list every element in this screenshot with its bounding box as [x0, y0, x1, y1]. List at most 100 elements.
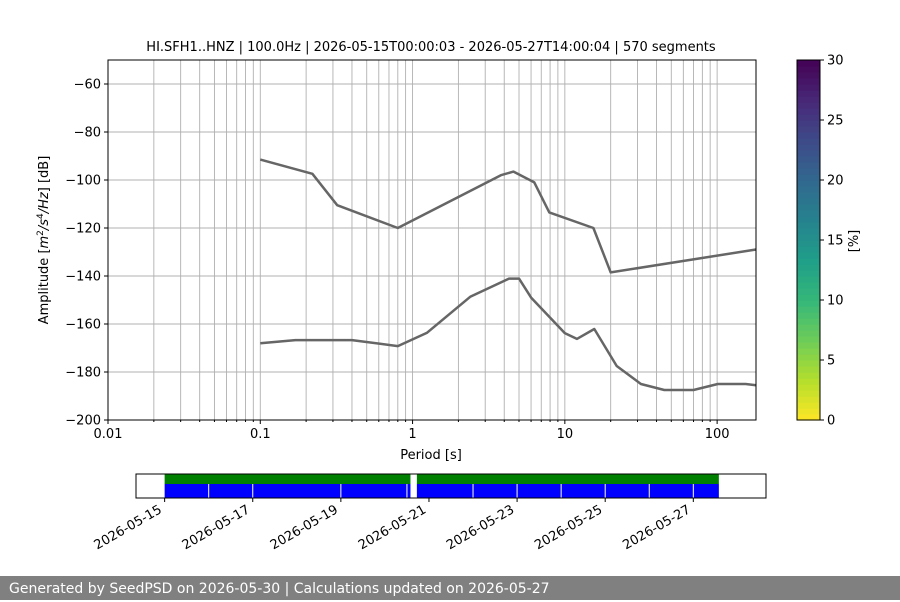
date-tick-label: 2026-05-25 [532, 502, 605, 553]
colorbar-tick-label: 10 [827, 294, 844, 309]
colorbar-step [797, 174, 820, 181]
data-gap [410, 474, 417, 498]
colorbar-tick-label: 0 [827, 414, 835, 429]
date-tick-label: 2026-05-23 [444, 502, 517, 553]
x-tick-label: 100 [705, 427, 730, 442]
colorbar-step [797, 114, 820, 121]
colorbar-step [797, 84, 820, 91]
colorbar-step [797, 270, 820, 277]
colorbar-step [797, 60, 820, 67]
colorbar-step [797, 354, 820, 361]
footer-bar: Generated by SeedPSD on 2026-05-30 | Cal… [0, 576, 900, 600]
date-tick-label: 2026-05-21 [356, 502, 429, 553]
colorbar-step [797, 108, 820, 115]
colorbar-step [797, 312, 820, 319]
colorbar-step [797, 168, 820, 175]
noise-model-curves [259, 158, 757, 392]
colorbar-step [797, 156, 820, 163]
colorbar-step [797, 252, 820, 259]
colorbar-step [797, 348, 820, 355]
x-tick-label: 10 [557, 427, 574, 442]
x-axis-label: Period [s] [400, 448, 462, 463]
colorbar-step [797, 66, 820, 73]
used-segment [164, 484, 719, 498]
chart-title: HI.SFH1..HNZ | 100.0Hz | 2026-05-15T00:0… [146, 40, 716, 55]
colorbar-step [797, 72, 820, 79]
y-tick-label: −60 [74, 78, 101, 93]
colorbar-step [797, 408, 820, 415]
colorbar-step [797, 246, 820, 253]
colorbar-step [797, 132, 820, 139]
colorbar-step [797, 192, 820, 199]
y-tick-label: −100 [65, 174, 101, 189]
colorbar-step [797, 318, 820, 325]
y-tick-label: −80 [74, 126, 101, 141]
y-tick-label: −200 [65, 414, 101, 429]
colorbar-step [797, 96, 820, 103]
colorbar-step [797, 228, 820, 235]
x-tick-label: 0.01 [94, 427, 123, 442]
x-tick-label: 1 [408, 427, 416, 442]
colorbar-step [797, 414, 820, 421]
colorbar-label: [%] [847, 230, 862, 253]
colorbar-step [797, 402, 820, 409]
colorbar-tick-label: 5 [827, 354, 835, 369]
colorbar-step [797, 390, 820, 397]
colorbar-step [797, 294, 820, 301]
colorbar-step [797, 324, 820, 331]
colorbar: 0 5 10 15 20 25 30 [796, 54, 844, 429]
colorbar-step [797, 264, 820, 271]
y-axis-label: Amplitude [m2/s4/Hz] [dB] [36, 156, 52, 325]
axes-frame [107, 59, 757, 421]
colorbar-tick-label: 20 [827, 174, 844, 189]
colorbar-tick-label: 25 [827, 114, 844, 129]
colorbar-step [797, 198, 820, 205]
colorbar-step [797, 216, 820, 223]
footer-text: Generated by SeedPSD on 2026-05-30 | Cal… [9, 581, 550, 597]
y-tick-label: −160 [65, 318, 101, 333]
availability-bar: 2026-05-15 2026-05-17 2026-05-19 2026-05-21… [92, 473, 767, 553]
colorbar-step [797, 162, 820, 169]
colorbar-step [797, 288, 820, 295]
colorbar-step [797, 210, 820, 217]
colorbar-step [797, 222, 820, 229]
colorbar-step [797, 234, 820, 241]
colorbar-step [797, 306, 820, 313]
nhnm-curve [259, 158, 757, 274]
date-tick-label: 2026-05-27 [620, 502, 693, 553]
date-tick-label: 2026-05-19 [268, 502, 341, 553]
colorbar-tick-label: 15 [827, 234, 844, 249]
date-tick-label: 2026-05-17 [180, 502, 253, 553]
y-tick-label: −180 [65, 366, 101, 381]
nlnm-curve [260, 277, 757, 392]
colorbar-step [797, 330, 820, 337]
colorbar-step [797, 102, 820, 109]
colorbar-step [797, 204, 820, 211]
colorbar-step [797, 372, 820, 379]
colorbar-step [797, 396, 820, 403]
x-tick-label: 0.1 [250, 427, 271, 442]
availability-segment [164, 474, 719, 484]
grid [107, 60, 756, 420]
colorbar-step [797, 300, 820, 307]
colorbar-step [797, 150, 820, 157]
colorbar-step [797, 336, 820, 343]
colorbar-step [797, 120, 820, 127]
colorbar-step [797, 342, 820, 349]
colorbar-tick-label: 30 [827, 54, 844, 69]
colorbar-step [797, 276, 820, 283]
colorbar-step [797, 186, 820, 193]
colorbar-step [797, 138, 820, 145]
colorbar-step [797, 360, 820, 367]
colorbar-step [797, 78, 820, 85]
colorbar-step [797, 378, 820, 385]
colorbar-step [797, 180, 820, 187]
psd-figure: 0.01 0.1 1 10 100−60−80−100−120−140−160−180−… [36, 40, 862, 553]
colorbar-step [797, 258, 820, 265]
colorbar-step [797, 384, 820, 391]
y-tick-label: −140 [65, 270, 101, 285]
colorbar-step [797, 366, 820, 373]
colorbar-step [797, 126, 820, 133]
y-tick-label: −120 [65, 222, 101, 237]
axes: 0.01 0.1 1 10 100 −60 −80 −100 −120 −140 −160 −180 −… [65, 59, 757, 442]
